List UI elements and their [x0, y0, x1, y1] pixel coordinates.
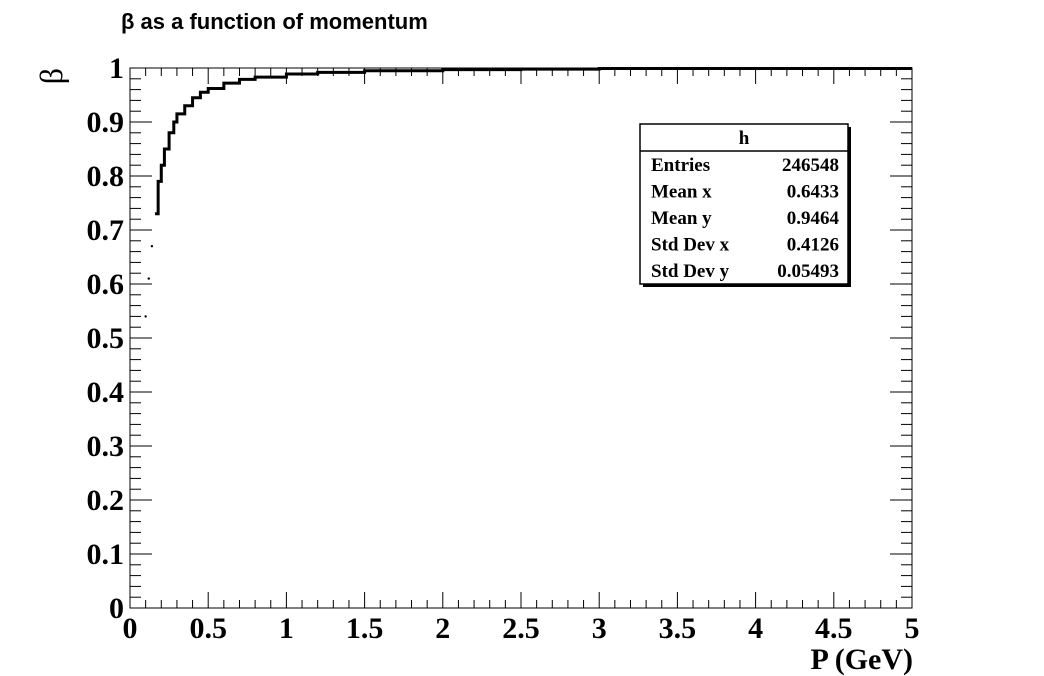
- data-series: [144, 67, 912, 318]
- y-tick-label: 1: [109, 52, 124, 85]
- y-tick-label: 0: [109, 592, 124, 625]
- y-tick-labels: 0 0.1 0.2 0.3 0.4 0.5 0.6 0.7 0.8 0.9 1: [87, 52, 125, 625]
- x-tick-label: 0: [123, 612, 138, 645]
- x-tick-label: 5: [905, 612, 920, 645]
- x-axis-title: P (GeV): [811, 643, 913, 676]
- x-tick-label: 4: [748, 612, 763, 645]
- stats-value: 0.9464: [787, 208, 840, 229]
- y-tick-label: 0.5: [87, 322, 125, 355]
- x-tick-label: 3.5: [659, 612, 697, 645]
- x-tick-label: 0.5: [189, 612, 227, 645]
- y-tick-label: 0.4: [87, 376, 125, 409]
- x-tick-label: 2: [435, 612, 450, 645]
- stats-label: Std Dev x: [651, 235, 730, 256]
- y-tick-label: 0.7: [87, 214, 125, 247]
- y-axis-title: β: [33, 68, 69, 84]
- stats-label: Entries: [651, 155, 710, 176]
- x-tick-label: 1: [279, 612, 294, 645]
- data-series-line: [155, 67, 912, 216]
- chart-title: β as a function of momentum: [121, 9, 428, 34]
- x-tick-labels: 0 0.5 1 1.5 2 2.5 3 3.5 4 4.5 5: [123, 612, 920, 645]
- stats-label: Mean x: [651, 182, 712, 203]
- x-tick-label: 4.5: [815, 612, 853, 645]
- data-point: [150, 245, 154, 248]
- stats-label: Std Dev y: [651, 261, 730, 282]
- y-tick-label: 0.9: [87, 106, 125, 139]
- y-tick-label: 0.1: [87, 538, 125, 571]
- y-tick-label: 0.6: [87, 268, 125, 301]
- data-point: [147, 277, 150, 280]
- stats-rows: Entries 246548 Mean x 0.6433 Mean y 0.9464 Std…: [651, 155, 840, 282]
- x-tick-label: 3: [592, 612, 607, 645]
- y-tick-label: 0.2: [87, 484, 125, 517]
- x-tick-label: 1.5: [346, 612, 384, 645]
- y-tick-label: 0.3: [87, 430, 125, 463]
- stats-label: Mean y: [651, 208, 712, 229]
- stats-value: 246548: [782, 155, 839, 176]
- stats-box: h Entries 246548 Mean x 0.6433 Mean y 0.9464 S…: [639, 123, 851, 287]
- data-point: [144, 315, 147, 318]
- stats-value: 0.4126: [787, 235, 839, 256]
- stats-value: 0.05493: [777, 261, 839, 282]
- x-tick-label: 2.5: [502, 612, 540, 645]
- stats-box-name: h: [739, 128, 750, 149]
- stats-value: 0.6433: [787, 182, 839, 203]
- y-tick-label: 0.8: [87, 160, 125, 193]
